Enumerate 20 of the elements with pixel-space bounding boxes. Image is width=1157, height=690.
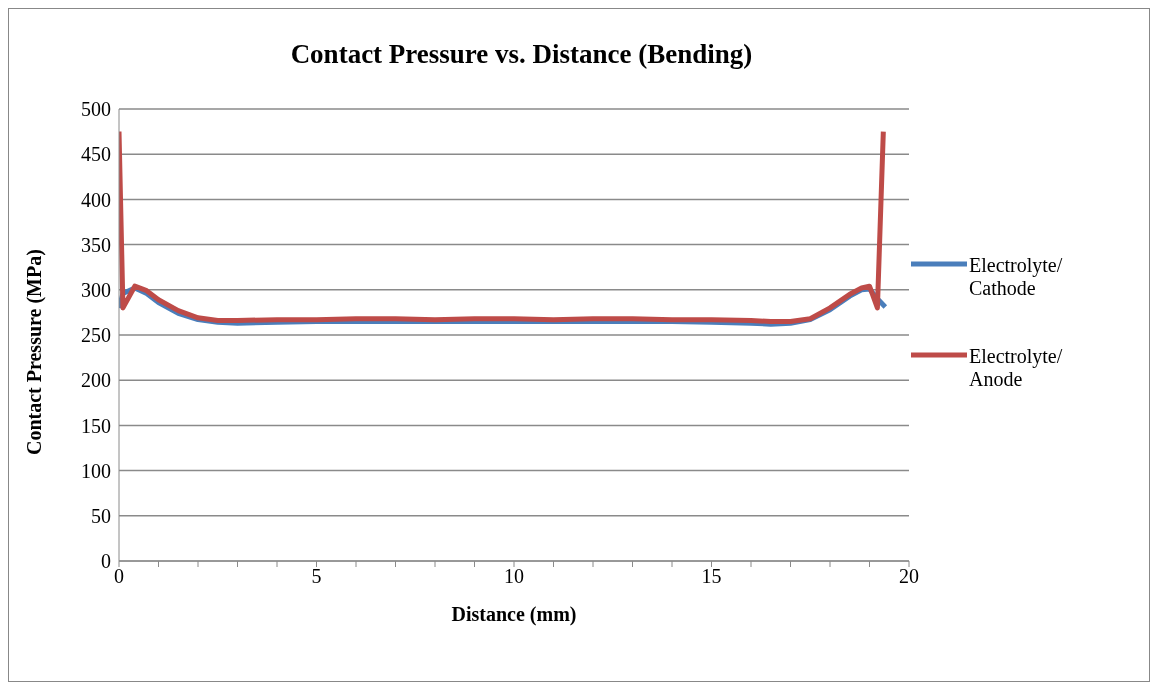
y-tick-label: 250 — [81, 324, 111, 347]
y-tick-label: 100 — [81, 459, 111, 482]
y-tick-label: 350 — [81, 233, 111, 256]
x-tick-label: 15 — [701, 565, 722, 588]
legend-label: Electrolyte/ Cathode — [969, 254, 1064, 300]
legend-label: Electrolyte/ Anode — [969, 345, 1064, 391]
y-tick-label: 300 — [81, 278, 111, 301]
y-tick-label: 150 — [81, 414, 111, 437]
y-tick-label: 200 — [81, 369, 111, 392]
y-tick-label: 0 — [101, 550, 111, 573]
y-tick-label: 50 — [91, 504, 111, 527]
y-tick-label: 450 — [81, 143, 111, 166]
y-tick-label: 400 — [81, 188, 111, 211]
y-axis-title: Contact Pressure (MPa) — [23, 249, 47, 455]
x-tick-label: 5 — [311, 565, 322, 588]
x-tick-label: 10 — [504, 565, 524, 588]
x-tick-label: 20 — [899, 565, 919, 588]
x-axis-title: Distance (mm) — [451, 603, 577, 626]
y-tick-label: 500 — [81, 98, 111, 121]
chart-title: Contact Pressure vs. Distance (Bending) — [289, 39, 754, 70]
